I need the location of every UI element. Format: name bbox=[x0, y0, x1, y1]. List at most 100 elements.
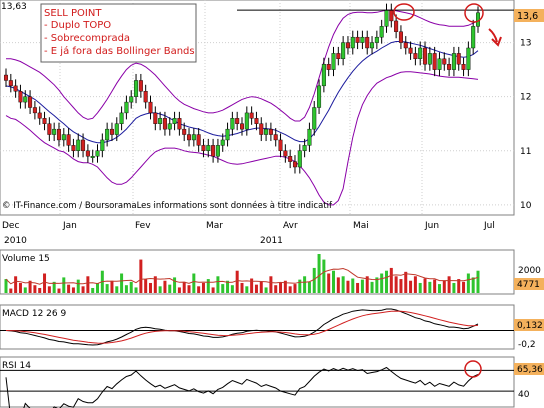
volume-bar bbox=[462, 281, 466, 293]
candlesticks bbox=[3, 3, 481, 174]
volume-bar bbox=[442, 280, 446, 293]
candle-body bbox=[317, 85, 322, 108]
y-tick-11: 11 bbox=[520, 147, 531, 157]
volume-bar bbox=[110, 280, 114, 293]
annotation-line-1: - Duplo TOPO bbox=[44, 20, 111, 31]
last-price-label: 13,6 bbox=[517, 11, 538, 22]
rsi-last-tag bbox=[514, 363, 544, 375]
volume-bar bbox=[404, 271, 408, 293]
candle-body bbox=[423, 47, 428, 65]
volume-bar bbox=[447, 276, 451, 293]
volume-bar bbox=[120, 273, 124, 293]
candle-body bbox=[394, 20, 399, 32]
volume-bar bbox=[23, 287, 27, 293]
x-label-jan: Jan bbox=[62, 221, 77, 231]
candle-body bbox=[273, 134, 278, 141]
volume-bar bbox=[47, 286, 51, 293]
x-label-mar: Mar bbox=[206, 221, 223, 231]
volume-bar bbox=[38, 287, 42, 293]
volume-bar bbox=[452, 282, 456, 293]
y-tick-12: 12 bbox=[520, 93, 531, 103]
volume-bar bbox=[187, 285, 191, 293]
volume-bar bbox=[341, 276, 345, 293]
macd-panel bbox=[0, 304, 515, 350]
candle-body bbox=[18, 91, 23, 103]
top-circle-1 bbox=[393, 3, 415, 21]
candle-body bbox=[172, 118, 177, 124]
candle-body bbox=[345, 42, 350, 49]
rsi-last-label: 65,36 bbox=[517, 365, 543, 375]
volume-bar bbox=[399, 279, 403, 293]
candle-body bbox=[350, 36, 355, 49]
candle-body bbox=[138, 80, 143, 92]
candle-body bbox=[326, 64, 331, 70]
volume-bar bbox=[346, 280, 350, 293]
candle-body bbox=[278, 139, 283, 151]
volume-bar bbox=[9, 288, 13, 293]
candle-body bbox=[71, 145, 76, 151]
volume-bar bbox=[254, 284, 258, 293]
candle-body bbox=[432, 53, 437, 70]
volume-bar bbox=[269, 276, 273, 293]
volume-average-line bbox=[5, 267, 479, 285]
volume-bar bbox=[71, 287, 75, 293]
volume-bar bbox=[274, 285, 278, 293]
candle-body bbox=[143, 91, 148, 103]
last-price-tag bbox=[514, 9, 544, 22]
candle-body bbox=[418, 47, 423, 60]
volume-bar bbox=[124, 285, 128, 293]
volume-bar bbox=[182, 281, 186, 293]
candle-body bbox=[8, 80, 13, 87]
source-note: © IT-Finance.com / BoursoramaLes informa… bbox=[2, 200, 333, 211]
down-arrow-head-icon bbox=[491, 36, 502, 47]
candle-body bbox=[321, 64, 326, 87]
candle-body bbox=[109, 128, 114, 135]
price-top-left: 13,63 bbox=[1, 2, 27, 12]
volume-bar bbox=[332, 270, 336, 293]
volume-bar bbox=[264, 287, 268, 293]
candle-body bbox=[56, 128, 61, 141]
volume-tick-2000: 2000 bbox=[518, 266, 541, 276]
volume-bar bbox=[303, 276, 307, 293]
candle-body bbox=[61, 134, 66, 141]
candle-body bbox=[230, 118, 235, 130]
down-arrow-icon bbox=[488, 28, 498, 43]
volume-bar bbox=[293, 284, 297, 293]
candle-body bbox=[437, 58, 442, 70]
candle-body bbox=[447, 64, 452, 70]
candle-body bbox=[374, 36, 379, 43]
volume-bar bbox=[317, 254, 321, 293]
rsi-tick-40: 40 bbox=[518, 390, 530, 400]
volume-bar bbox=[351, 278, 355, 293]
macd-label: MACD 12 26 9 bbox=[2, 309, 66, 319]
candle-body bbox=[244, 112, 249, 130]
volume-bar bbox=[240, 282, 244, 293]
volume-bar bbox=[394, 276, 398, 293]
volume-bar bbox=[153, 276, 157, 293]
candle-body bbox=[297, 150, 302, 168]
candle-body bbox=[249, 112, 254, 119]
volume-bar bbox=[144, 279, 148, 293]
volume-bar bbox=[52, 281, 56, 293]
volume-bar bbox=[86, 276, 90, 293]
candle-body bbox=[215, 145, 220, 157]
volume-label: Volume 15 bbox=[2, 254, 50, 264]
rsi-line bbox=[5, 366, 479, 408]
volume-bar bbox=[168, 284, 172, 293]
candle-body bbox=[389, 9, 394, 22]
volume-bar bbox=[211, 287, 215, 293]
candle-body bbox=[211, 145, 216, 157]
volume-bar bbox=[423, 278, 427, 293]
candle-body bbox=[225, 128, 230, 141]
candle-body bbox=[162, 118, 167, 130]
candle-body bbox=[461, 64, 466, 70]
macd-last-tag bbox=[514, 319, 544, 331]
candle-body bbox=[370, 42, 375, 49]
candle-body bbox=[42, 118, 47, 124]
x-label-fev: Fev bbox=[135, 221, 151, 231]
candle-body bbox=[187, 134, 192, 141]
candle-body bbox=[100, 139, 105, 151]
volume-bar bbox=[76, 279, 80, 293]
bollinger-lower bbox=[5, 71, 479, 206]
